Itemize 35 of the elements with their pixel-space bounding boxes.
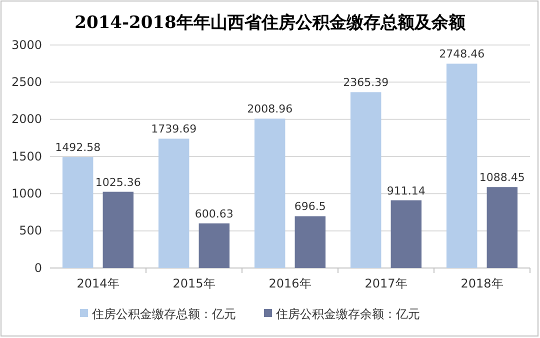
data-label: 600.63 [194, 207, 234, 220]
y-tick-label: 1000 [11, 186, 42, 201]
chart-title: 2014-2018年年山西省住房公积金缴存总额及余额 [74, 13, 466, 33]
bar [446, 64, 478, 268]
data-label: 1025.36 [95, 176, 141, 189]
data-label: 1088.45 [479, 171, 525, 184]
x-tick-label: 2018年 [460, 276, 504, 291]
y-tick-label: 2000 [11, 112, 42, 126]
y-tick-label: 1500 [11, 149, 42, 164]
data-label: 1739.69 [151, 122, 197, 136]
legend-label: 住房公积金缴存总额：亿元 [91, 307, 236, 321]
bar [102, 192, 134, 268]
bar [486, 187, 518, 268]
legend-label: 住房公积金缴存余额：亿元 [275, 307, 420, 321]
bar [390, 200, 422, 268]
x-tick-label: 2016年 [268, 276, 312, 291]
data-label: 2365.39 [343, 76, 389, 90]
x-tick-label: 2017年 [364, 276, 408, 291]
data-label: 2748.46 [439, 48, 485, 61]
data-label: 2008.96 [247, 102, 293, 116]
y-tick-label: 0 [34, 260, 42, 275]
y-tick-label: 2500 [11, 75, 42, 90]
data-label: 911.14 [386, 184, 426, 198]
x-tick-label: 2014年 [76, 276, 120, 291]
bar [62, 157, 94, 268]
data-label: 1492.58 [55, 141, 101, 154]
bar [294, 216, 326, 268]
bar [254, 118, 286, 268]
bar [350, 92, 382, 268]
bar [158, 138, 190, 268]
bar [198, 223, 230, 268]
x-tick-label: 2015年 [172, 276, 216, 291]
data-label: 696.5 [294, 200, 326, 214]
y-tick-label: 3000 [11, 38, 42, 52]
y-tick-label: 500 [19, 224, 42, 238]
